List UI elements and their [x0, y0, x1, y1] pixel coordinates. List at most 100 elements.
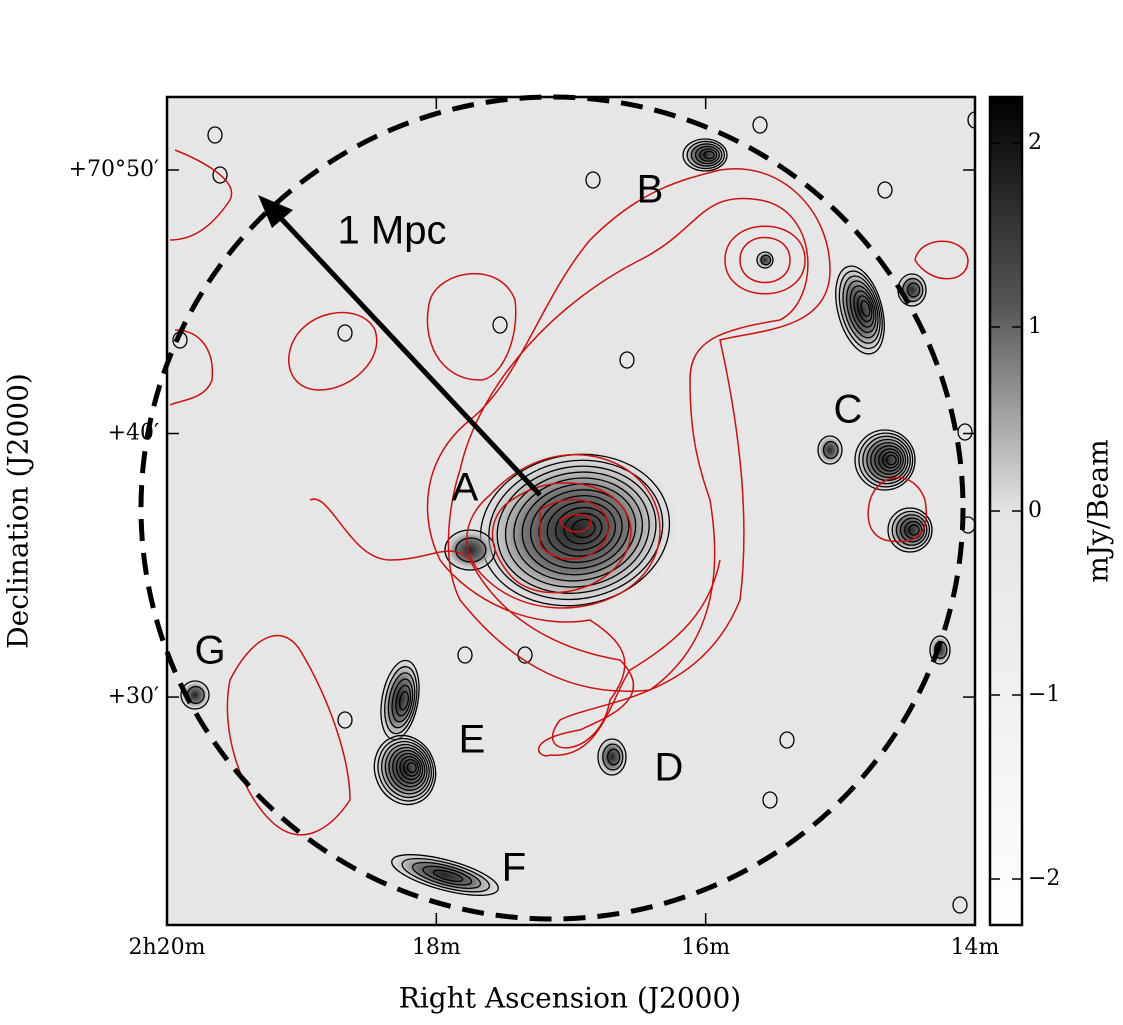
- contour: [690, 143, 723, 167]
- contour: [496, 465, 657, 594]
- contour: [756, 251, 774, 269]
- y-axis-label: Declination (J2000): [2, 373, 35, 649]
- contour: [337, 324, 353, 342]
- contour: [891, 510, 931, 550]
- contour: [752, 116, 768, 134]
- emission: [816, 434, 844, 466]
- contour: [908, 524, 920, 536]
- contour: [853, 290, 875, 328]
- annotation: C: [834, 388, 863, 432]
- x-ray-contour: [867, 476, 928, 543]
- contour: [571, 518, 596, 539]
- contour: [899, 517, 925, 543]
- contour: [373, 734, 437, 806]
- aperture-circle: [138, 94, 966, 922]
- contour: [878, 448, 902, 472]
- contour: [212, 166, 228, 184]
- contour: [934, 640, 948, 660]
- contour: [432, 869, 464, 883]
- annotation: E: [459, 718, 486, 762]
- x-tick-label: 18m: [412, 935, 461, 960]
- contour: [929, 635, 951, 665]
- contour: [906, 282, 921, 298]
- x-ray-contour: [739, 236, 791, 284]
- contour: [849, 285, 877, 334]
- x-ray-contour: [169, 149, 233, 241]
- contour: [895, 514, 928, 546]
- contour: [686, 140, 726, 170]
- annotation: F: [502, 846, 526, 890]
- colorbar-tick-label: −2: [1028, 866, 1060, 891]
- contour: [877, 181, 893, 199]
- contour: [882, 451, 900, 469]
- contour: [703, 150, 715, 160]
- radio-map: [169, 111, 975, 914]
- y-tick-label: +40′: [108, 421, 159, 446]
- contour: [388, 746, 428, 791]
- contour: [207, 126, 223, 144]
- x-ray-contour: [309, 498, 721, 757]
- x-ray-contour: [447, 197, 809, 692]
- scale-arrow-head: [258, 195, 293, 228]
- contour: [860, 300, 871, 317]
- scale-arrow: [273, 210, 542, 497]
- x-ray-contour: [288, 311, 378, 391]
- contour: [619, 351, 635, 369]
- contour: [835, 265, 885, 355]
- contour: [403, 758, 419, 777]
- contour: [887, 507, 933, 553]
- contour: [422, 865, 473, 886]
- x-ray-contour: [539, 498, 609, 560]
- colorbar-tick-label: 1: [1028, 314, 1042, 339]
- colorbar-tick-label: −1: [1028, 682, 1060, 707]
- contour: [597, 738, 627, 776]
- x-ray-contour: [466, 454, 661, 609]
- contour: [699, 148, 718, 162]
- contour: [398, 690, 409, 711]
- contour: [606, 748, 621, 766]
- x-ray-contour: [914, 240, 969, 280]
- contour: [856, 295, 873, 323]
- contour: [546, 500, 616, 557]
- contour: [838, 270, 883, 350]
- contour: [866, 438, 909, 482]
- contour: [779, 731, 795, 749]
- contour: [529, 489, 630, 570]
- contour: [822, 440, 839, 460]
- contour: [391, 854, 499, 896]
- contour: [602, 743, 624, 771]
- emission: [756, 251, 774, 269]
- contour: [874, 445, 904, 475]
- contour: [842, 275, 881, 344]
- colorbar-tick-label: 0: [1028, 498, 1042, 523]
- emission: [442, 528, 498, 572]
- annotation: 1 Mpc: [338, 209, 447, 253]
- contour: [957, 423, 973, 441]
- contour: [762, 791, 778, 809]
- contour: [886, 454, 897, 466]
- emission: [833, 261, 887, 359]
- y-tick-label: +70°50′: [69, 157, 159, 182]
- emission: [852, 427, 918, 493]
- contour: [337, 711, 353, 729]
- contour: [492, 316, 508, 334]
- contour: [563, 512, 603, 545]
- x-ray-contour: [559, 513, 592, 533]
- contour: [401, 857, 491, 893]
- contour: [411, 861, 482, 889]
- contour: [399, 755, 422, 781]
- contour: [406, 761, 417, 774]
- x-ray-contour: [426, 168, 831, 749]
- colorbar-label: mJy/Beam: [1082, 439, 1115, 582]
- contour: [391, 678, 414, 723]
- y-tick-label: +30′: [108, 684, 159, 709]
- contour: [952, 896, 968, 914]
- contour: [870, 441, 907, 479]
- annotation: A: [452, 466, 479, 510]
- contour: [845, 280, 879, 339]
- x-axis-label: Right Ascension (J2000): [399, 982, 741, 1015]
- annotation: G: [194, 629, 225, 673]
- contour: [513, 477, 644, 582]
- contour: [180, 680, 210, 710]
- contour: [387, 672, 416, 729]
